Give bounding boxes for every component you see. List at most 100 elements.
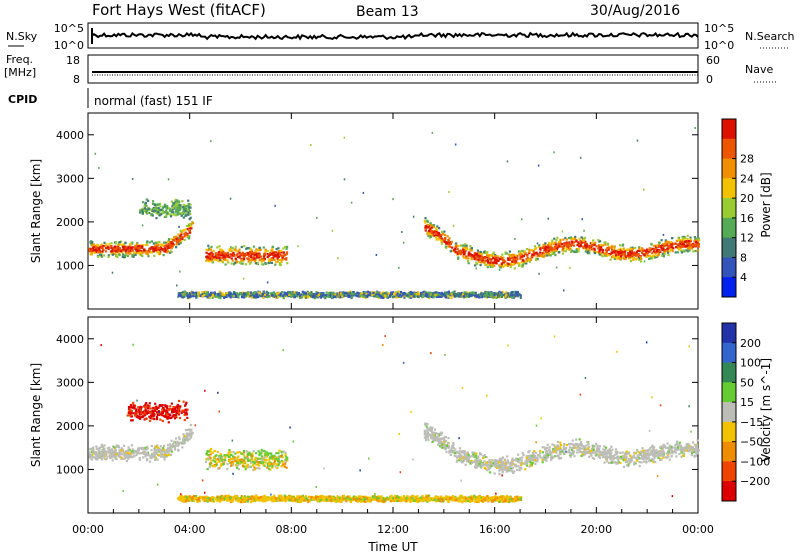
velocity-cell (151, 455, 155, 459)
velocity-cell (151, 411, 154, 414)
power-cell (188, 294, 191, 297)
power-cell (172, 203, 175, 206)
power-cell (144, 249, 147, 253)
power-cell (276, 293, 279, 297)
power-cell (247, 252, 250, 255)
power-cell (249, 294, 252, 297)
power-cell (458, 250, 461, 253)
velocity-cell (167, 444, 170, 447)
power-cell (606, 242, 610, 245)
power-cell (145, 204, 148, 207)
power-cell (630, 255, 634, 258)
velocity-cell (138, 415, 141, 418)
velocity-cell (256, 466, 259, 470)
power-cell (642, 253, 645, 256)
power-cell (547, 244, 550, 247)
power-cell (453, 290, 456, 293)
power-scatter-cell (337, 257, 339, 260)
power-cell (363, 293, 366, 296)
power-cell (473, 257, 476, 260)
velocity-cell (148, 405, 151, 408)
power-cell (271, 294, 274, 297)
power-cell (446, 235, 449, 238)
velocity-cell (144, 403, 147, 406)
power-cell (190, 224, 193, 227)
power-cell (166, 251, 169, 254)
velocity-cell (143, 448, 146, 451)
velocity-cell (176, 409, 179, 412)
power-cell (236, 294, 240, 297)
power-cell (251, 293, 254, 296)
power-colorbar-segment (722, 257, 736, 278)
power-scatter-cell (569, 266, 571, 269)
velocity-cell (205, 453, 208, 456)
power-cell (134, 252, 137, 255)
power-cell (435, 227, 438, 230)
power-cell (227, 261, 230, 264)
velocity-cell (262, 463, 265, 466)
power-cell (572, 250, 575, 253)
power-cell (605, 254, 609, 257)
power-cell (155, 203, 158, 206)
power-cell (504, 252, 507, 255)
velocity-cell (139, 405, 142, 408)
power-cell (655, 254, 658, 257)
power-colorbar-segment (722, 277, 736, 298)
power-cell (129, 243, 132, 246)
power-cell (286, 262, 289, 265)
power-cell (515, 254, 518, 257)
power-cell (613, 257, 616, 260)
power-cell (323, 293, 326, 297)
beam-title: Beam 13 (356, 4, 419, 20)
power-cell (246, 293, 249, 296)
power-cell (219, 291, 222, 295)
power-cell (601, 251, 604, 254)
velocity-cell (128, 409, 131, 413)
velocity-cell (220, 462, 223, 466)
power-cell (497, 259, 500, 263)
power-cell (390, 291, 393, 294)
power-cell (623, 250, 626, 253)
power-cell (666, 250, 669, 253)
power-cell (629, 252, 632, 255)
velocity-cell (520, 463, 523, 466)
power-scatter-cell (563, 289, 565, 292)
power-cell (92, 248, 95, 252)
power-cell (128, 252, 131, 255)
power-cell (689, 238, 692, 241)
power-cell (604, 243, 607, 246)
velocity-cell (104, 450, 107, 453)
power-cell (459, 253, 462, 256)
power-cell (459, 294, 462, 297)
velocity-cell (164, 455, 167, 459)
power-cell (658, 241, 661, 245)
velocity-cell (242, 462, 245, 465)
power-cell (520, 261, 523, 264)
power-cell (158, 240, 161, 243)
power-cell (587, 250, 590, 253)
velocity-cell (242, 451, 246, 454)
power-cell (491, 296, 494, 299)
power-cell (150, 213, 153, 216)
power-cell (373, 295, 376, 298)
velocity-cell (131, 406, 135, 409)
power-cell (514, 256, 517, 259)
power-cell (524, 262, 527, 265)
velocity-cell (123, 452, 126, 455)
velocity-cell (283, 459, 286, 462)
power-cell (623, 254, 626, 257)
power-cell (466, 291, 469, 294)
power-cell (511, 293, 514, 297)
power-cell (653, 248, 656, 251)
power-cell (607, 248, 610, 251)
power-cell (694, 244, 697, 248)
power-cell (170, 241, 173, 244)
power-cell (168, 238, 171, 241)
power-cell (190, 227, 193, 230)
power-cell (313, 294, 316, 297)
power-cell (471, 254, 474, 257)
power-scatter-cell (514, 238, 516, 240)
velocity-cell (169, 414, 172, 417)
velocity-cell (257, 464, 261, 467)
power-cell (185, 213, 188, 216)
